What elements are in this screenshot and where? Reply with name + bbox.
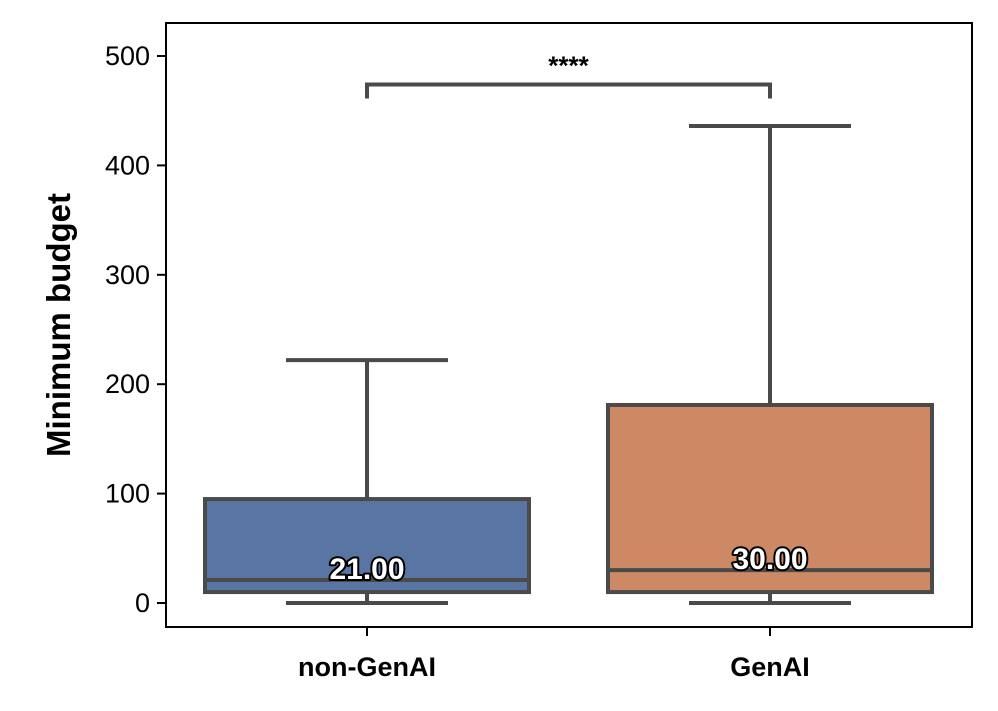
plot-frame (165, 22, 973, 628)
y-tick-label-400: 400 (105, 150, 150, 180)
boxes: 21.00 30.00 (203, 124, 934, 605)
y-tick-label-100: 100 (105, 479, 150, 509)
median-label: 21.00 (329, 553, 404, 586)
y-tick-label-0: 0 (135, 588, 150, 618)
significance-bracket-line (365, 82, 772, 99)
y-tick-label-300: 300 (105, 260, 150, 290)
y-tick-label-200: 200 (105, 369, 150, 399)
box-non-genai: 21.00 (203, 358, 531, 605)
iqr-box (203, 497, 531, 595)
y-axis-title: Minimum budget (40, 193, 77, 457)
y-axis: 0 100 200 300 400 500 (105, 41, 166, 618)
x-tick-label-0: non-GenAI (298, 652, 436, 682)
iqr-box (606, 402, 934, 595)
median-label: 30.00 (732, 543, 807, 576)
y-tick-label-500: 500 (105, 41, 150, 71)
significance-label: **** (548, 50, 589, 80)
x-axis: non-GenAI GenAI (298, 627, 810, 682)
significance-bracket: **** (365, 50, 772, 99)
box-genai: 30.00 (606, 124, 934, 605)
x-tick-label-1: GenAI (730, 652, 810, 682)
